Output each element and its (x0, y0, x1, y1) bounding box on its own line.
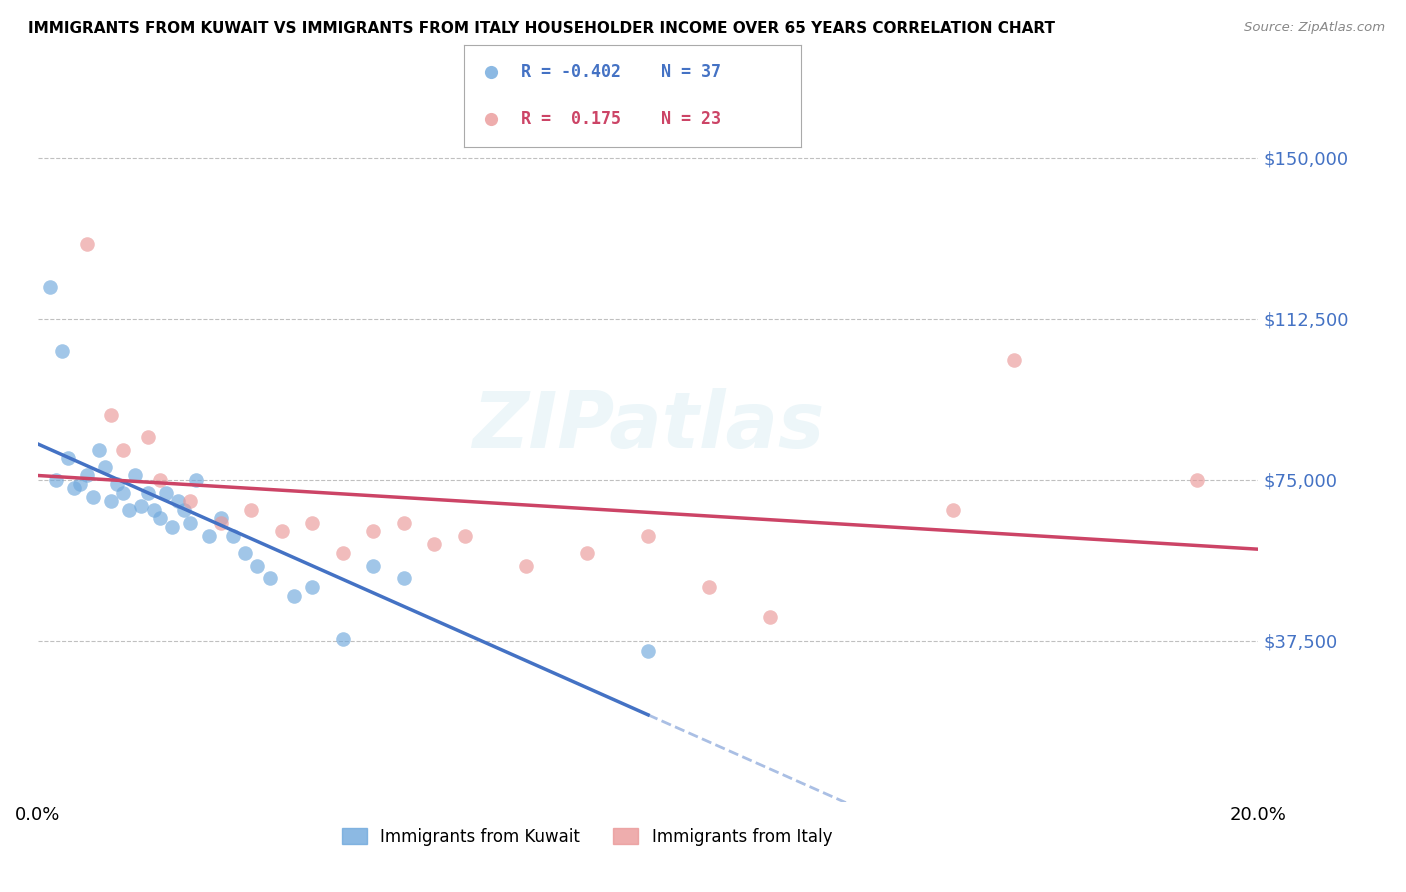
Point (1002, 352, 1025, 367)
Point (136, 430, 159, 444)
Point (363, 524, 385, 539)
Point (454, 528, 477, 542)
Point (38, 279, 60, 293)
Point (69, 477, 91, 491)
Point (76, 236, 98, 251)
Point (270, 524, 292, 539)
Point (179, 494, 201, 508)
Point (142, 503, 165, 517)
Point (363, 558, 385, 573)
Point (118, 503, 141, 517)
Point (197, 528, 219, 542)
Point (124, 468, 146, 483)
Point (87, 442, 110, 457)
Text: R = -0.402    N = 37: R = -0.402 N = 37 (522, 63, 721, 81)
Point (301, 580, 323, 594)
Legend: Immigrants from Kuwait, Immigrants from Italy: Immigrants from Kuwait, Immigrants from … (342, 828, 832, 846)
Point (1187, 473, 1209, 487)
Point (76, 468, 98, 483)
Point (58, 451, 80, 466)
Point (160, 520, 183, 534)
Point (233, 546, 256, 560)
Point (759, 610, 782, 624)
Point (240, 503, 263, 517)
Point (246, 558, 269, 573)
Point (131, 499, 153, 513)
Point (332, 632, 354, 646)
Text: ZIPatlas: ZIPatlas (472, 388, 824, 464)
Point (942, 503, 965, 517)
Point (112, 485, 135, 500)
Point (155, 485, 177, 500)
Point (149, 473, 172, 487)
Point (637, 528, 659, 542)
Point (167, 494, 190, 508)
Point (100, 494, 122, 508)
Point (392, 516, 415, 530)
Text: R =  0.175    N = 23: R = 0.175 N = 23 (522, 111, 721, 128)
Point (259, 571, 281, 585)
Point (82, 490, 104, 504)
Point (173, 503, 195, 517)
Point (100, 409, 122, 423)
Point (94, 459, 117, 474)
Point (332, 546, 354, 560)
Point (63, 481, 86, 495)
Point (186, 473, 208, 487)
Point (136, 485, 159, 500)
Text: IMMIGRANTS FROM KUWAIT VS IMMIGRANTS FROM ITALY HOUSEHOLDER INCOME OVER 65 YEARS: IMMIGRANTS FROM KUWAIT VS IMMIGRANTS FRO… (28, 21, 1054, 36)
Point (479, 112, 502, 127)
Point (51, 344, 73, 359)
Point (479, 65, 502, 79)
Point (301, 516, 323, 530)
Point (697, 580, 720, 594)
Point (112, 442, 135, 457)
Point (45, 473, 67, 487)
Point (209, 516, 232, 530)
Point (179, 516, 201, 530)
Point (149, 511, 172, 525)
Point (222, 528, 245, 542)
Text: Source: ZipAtlas.com: Source: ZipAtlas.com (1244, 21, 1385, 34)
Point (637, 644, 659, 658)
Point (515, 558, 537, 573)
Point (283, 589, 305, 603)
Point (423, 537, 446, 551)
Point (392, 571, 415, 585)
Point (105, 477, 128, 491)
Point (209, 511, 232, 525)
Point (576, 546, 599, 560)
